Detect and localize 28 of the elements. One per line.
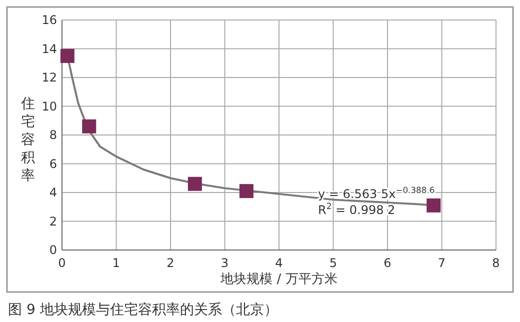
point: [188, 176, 202, 191]
point: [60, 48, 74, 63]
annotation: R$^{2}$ = 0.998 2: [318, 201, 396, 217]
text: 图 9 地块规模与住宅容积率的关系（北京）: [8, 302, 278, 318]
x-tick-label: 3: [220, 256, 229, 270]
x-tick-label: 4: [275, 256, 283, 270]
point: [426, 198, 441, 212]
x-tick-label: 0: [58, 256, 66, 270]
point: [82, 119, 96, 134]
y-tick-label: 6: [49, 156, 57, 171]
x-tick-label: 5: [329, 256, 338, 270]
x-tick-label: 7: [438, 256, 446, 270]
y-tick-label: 10: [42, 99, 57, 114]
y-tick-label: 0: [49, 243, 57, 257]
y-tick-label: 16: [42, 13, 57, 27]
x-tick-label: 1: [112, 256, 120, 270]
point: [239, 184, 254, 198]
y-tick-label: 2: [49, 214, 57, 228]
x-tick-label: 6: [384, 256, 392, 270]
y-tick-label: 4: [49, 186, 57, 200]
y-tick-label: 12: [42, 70, 57, 84]
y-axis-title: 住宅容积率: [20, 96, 35, 184]
x-tick-label: 8: [492, 256, 500, 270]
y-tick-label: 8: [49, 128, 57, 142]
annotation: y = 6.563 5x$^{−0.388 6}$: [318, 185, 435, 201]
x-tick-label: 2: [166, 256, 174, 270]
y-tick-label: 14: [42, 42, 57, 56]
x-axis-title: 地块规模 / 万平方米: [220, 271, 338, 287]
